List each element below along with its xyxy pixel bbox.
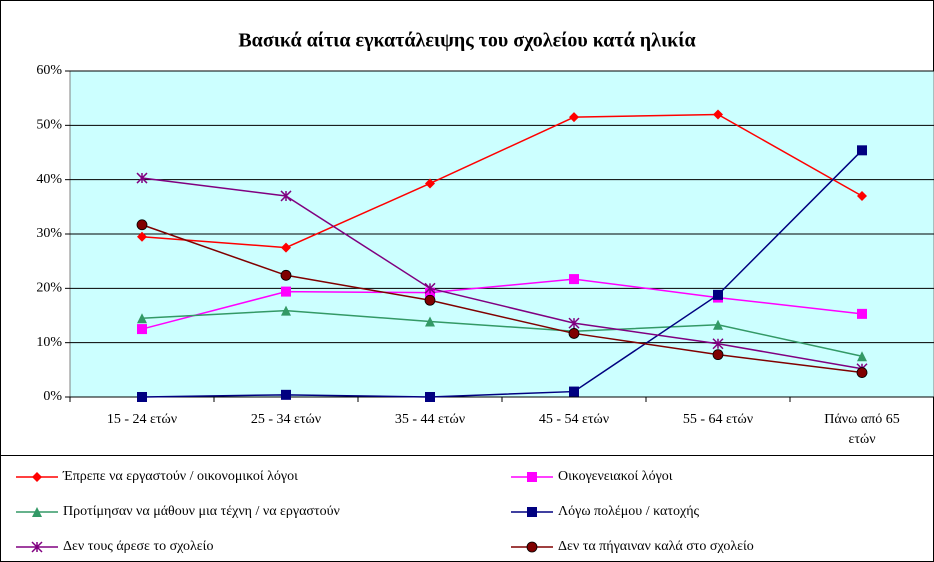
y-tick-label: 30%	[36, 226, 62, 241]
legend-label: Δεν τα πήγαιναν καλά στο σχολείο	[558, 539, 754, 554]
series-line	[141, 278, 863, 330]
marker	[424, 282, 436, 294]
marker	[137, 392, 147, 402]
y-tick-label: 20%	[36, 281, 62, 296]
x-tick-label: 45 - 54 ετών	[538, 412, 610, 427]
marker	[281, 305, 291, 316]
y-tick-label: 40%	[36, 172, 62, 187]
marker	[31, 541, 43, 553]
marker	[569, 274, 579, 285]
marker	[857, 308, 867, 319]
marker	[136, 219, 148, 231]
marker	[425, 316, 435, 327]
x-tick-label: 55 - 64 ετών	[682, 412, 754, 427]
y-tick-label: 0%	[43, 389, 62, 404]
legend-label: Δεν τους άρεσε το σχολείο	[63, 539, 213, 554]
legend-label: Προτίμησαν να μάθουν μια τέχνη / να εργα…	[63, 504, 340, 519]
x-tick-label: 15 - 24 ετών	[106, 412, 178, 427]
marker	[137, 324, 147, 335]
marker	[527, 472, 537, 482]
marker	[857, 190, 867, 201]
marker	[32, 507, 42, 517]
y-tick-label: 50%	[36, 118, 62, 133]
marker	[857, 351, 867, 362]
series-line	[141, 309, 863, 357]
marker	[713, 319, 723, 330]
marker	[280, 269, 292, 281]
series-line	[141, 224, 863, 374]
marker	[568, 317, 580, 329]
marker	[713, 289, 723, 300]
marker	[136, 172, 148, 184]
series-line	[141, 149, 863, 398]
marker	[527, 507, 537, 517]
marker	[32, 472, 42, 482]
marker	[569, 112, 579, 123]
marker	[425, 178, 435, 189]
marker	[137, 313, 147, 324]
x-tick-label: 25 - 34 ετών	[250, 412, 322, 427]
marker	[712, 349, 724, 361]
series-line	[141, 177, 863, 370]
chart-title: Βασικά αίτια εγκατάλειψης του σχολείου κ…	[238, 30, 695, 52]
marker	[425, 392, 435, 402]
x-tick-label: Πάνω από 65 ετών	[824, 412, 900, 447]
marker	[280, 190, 292, 202]
x-tick-label: 35 - 44 ετών	[394, 412, 466, 427]
marker	[526, 541, 538, 553]
y-tick-label: 10%	[36, 335, 62, 350]
legend-label: Λόγω πολέμου / κατοχής	[558, 504, 700, 519]
legend-label: Οικογενειακοί λόγοι	[558, 469, 673, 484]
marker	[568, 328, 580, 339]
legend-label: Έπρεπε να εργαστούν / οικονομικοί λόγοι	[62, 469, 298, 484]
marker	[712, 338, 724, 350]
marker	[281, 286, 291, 297]
marker	[856, 367, 868, 378]
marker	[137, 231, 147, 242]
series-line	[141, 113, 863, 249]
marker	[281, 242, 291, 253]
marker	[857, 145, 867, 156]
marker	[281, 389, 291, 400]
marker	[713, 109, 723, 120]
marker	[424, 294, 436, 306]
marker	[569, 386, 579, 397]
y-tick-label: 60%	[36, 63, 62, 78]
